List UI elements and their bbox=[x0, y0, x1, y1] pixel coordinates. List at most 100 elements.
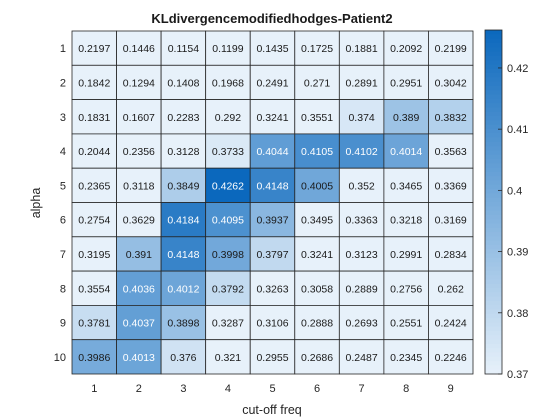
cell-value-label: 0.2365 bbox=[78, 180, 110, 192]
heatmap-cell bbox=[338, 236, 385, 272]
cell-value-label: 0.3551 bbox=[301, 112, 333, 124]
colorbar-segment bbox=[485, 257, 502, 263]
y-tick-label: 4 bbox=[60, 146, 66, 158]
cell-value-label: 0.3363 bbox=[346, 215, 378, 227]
colorbar-segment bbox=[485, 107, 502, 113]
colorbar-segment bbox=[485, 240, 502, 246]
cell-value-label: 0.271 bbox=[304, 77, 330, 89]
cell-value-label: 0.2345 bbox=[390, 352, 422, 364]
y-tick-label: 5 bbox=[60, 180, 66, 192]
colorbar-segment bbox=[485, 154, 502, 160]
colorbar-segment bbox=[485, 236, 502, 242]
colorbar-segment bbox=[485, 210, 502, 216]
cell-value-label: 0.3554 bbox=[78, 283, 110, 295]
colorbar-segment bbox=[485, 266, 502, 272]
colorbar-tick-label: 0.37 bbox=[507, 369, 528, 381]
colorbar-segment bbox=[485, 318, 502, 323]
x-tick-label: 7 bbox=[359, 383, 365, 395]
cell-value-label: 0.3369 bbox=[435, 180, 467, 192]
colorbar-segment bbox=[485, 356, 502, 362]
colorbar-segment bbox=[485, 193, 502, 199]
cell-value-label: 0.3128 bbox=[167, 146, 199, 158]
x-tick-label: 8 bbox=[403, 383, 409, 395]
colorbar-segment bbox=[485, 51, 502, 57]
heatmap-cell bbox=[428, 270, 474, 306]
colorbar-tick-label: 0.42 bbox=[507, 63, 528, 75]
colorbar-segment bbox=[485, 103, 502, 108]
cell-value-label: 0.4095 bbox=[212, 215, 244, 227]
cell-value-label: 0.3998 bbox=[212, 249, 244, 261]
cell-value-label: 0.3937 bbox=[256, 215, 288, 227]
heatmap-cell bbox=[71, 64, 117, 101]
chart-title: KLdivergencemodifiedhodges-Patient2 bbox=[151, 11, 392, 26]
cell-value-label: 0.1435 bbox=[256, 43, 288, 55]
heatmap-cell bbox=[249, 64, 296, 101]
heatmap-cell bbox=[428, 304, 474, 341]
cell-value-label: 0.3123 bbox=[346, 249, 378, 261]
y-axis-label: alpha bbox=[29, 188, 43, 219]
y-axis-ticks: 1 2 3 4 5 6 7 8 9 10 bbox=[54, 43, 66, 364]
colorbar-segment bbox=[485, 270, 502, 276]
cell-value-label: 0.2891 bbox=[346, 77, 378, 89]
colorbar-segment bbox=[485, 262, 502, 267]
x-tick-label: 4 bbox=[225, 383, 231, 395]
heatmap-cell bbox=[428, 339, 474, 375]
colorbar-segment bbox=[485, 232, 502, 237]
cell-value-label: 0.389 bbox=[393, 112, 419, 124]
colorbar-segment bbox=[485, 47, 502, 52]
heatmap-cell bbox=[249, 339, 296, 375]
colorbar-segment bbox=[485, 68, 502, 74]
colorbar-segment bbox=[485, 159, 502, 164]
colorbar-tick-label: 0.39 bbox=[507, 247, 528, 259]
heatmap-cell bbox=[116, 236, 162, 272]
colorbar-segment bbox=[485, 339, 502, 345]
colorbar-segment bbox=[485, 90, 502, 95]
cell-value-label: 0.1446 bbox=[123, 43, 155, 55]
cell-value-label: 0.2283 bbox=[167, 112, 199, 124]
colorbar-segment bbox=[485, 111, 502, 117]
heatmap-cell bbox=[71, 30, 117, 66]
colorbar-segment bbox=[485, 313, 502, 319]
colorbar-segment bbox=[485, 245, 502, 250]
colorbar-segment bbox=[485, 38, 502, 44]
heatmap-cell bbox=[160, 167, 207, 203]
heatmap-cell bbox=[249, 236, 296, 272]
colorbar-segment bbox=[485, 180, 502, 186]
colorbar-tick-label: 0.38 bbox=[507, 308, 528, 320]
cell-value-label: 0.2197 bbox=[78, 43, 110, 55]
heatmap-cell bbox=[294, 304, 340, 341]
colorbar-segment bbox=[485, 85, 502, 91]
cell-value-label: 0.3465 bbox=[390, 180, 422, 192]
heatmap-cell bbox=[160, 64, 207, 101]
colorbar-tick-label: 0.41 bbox=[507, 124, 528, 136]
heatmap-cell bbox=[160, 339, 207, 375]
cell-value-label: 0.2199 bbox=[435, 43, 467, 55]
heatmap-cell bbox=[383, 339, 429, 375]
heatmap-cell bbox=[116, 30, 162, 66]
colorbar-segment bbox=[485, 141, 502, 147]
cell-value-label: 0.2834 bbox=[435, 249, 467, 261]
heatmap-cell bbox=[428, 64, 474, 101]
colorbar-segment bbox=[485, 176, 502, 181]
heatmap-cell bbox=[428, 167, 474, 203]
heatmap-cell bbox=[383, 64, 429, 101]
colorbar-segment bbox=[485, 124, 502, 130]
cell-value-label: 0.1154 bbox=[168, 43, 199, 55]
cell-value-label: 0.2754 bbox=[78, 215, 110, 227]
colorbar-segment bbox=[485, 249, 502, 255]
colorbar-segment bbox=[485, 73, 502, 78]
cell-value-label: 0.4012 bbox=[167, 283, 199, 295]
cell-value-label: 0.3218 bbox=[390, 215, 422, 227]
x-axis-label: cut-off freq bbox=[242, 403, 302, 417]
colorbar-segment bbox=[485, 77, 502, 83]
cell-value-label: 0.3169 bbox=[435, 215, 467, 227]
cell-value-label: 0.352 bbox=[348, 180, 374, 192]
heatmap-cell bbox=[116, 99, 162, 135]
cell-value-label: 0.1294 bbox=[123, 77, 155, 89]
colorbar-segment bbox=[485, 55, 502, 61]
colorbar-segment bbox=[485, 219, 502, 224]
colorbar-frame bbox=[484, 29, 503, 375]
cell-value-label: 0.1842 bbox=[78, 77, 110, 89]
colorbar-segment bbox=[485, 343, 502, 349]
